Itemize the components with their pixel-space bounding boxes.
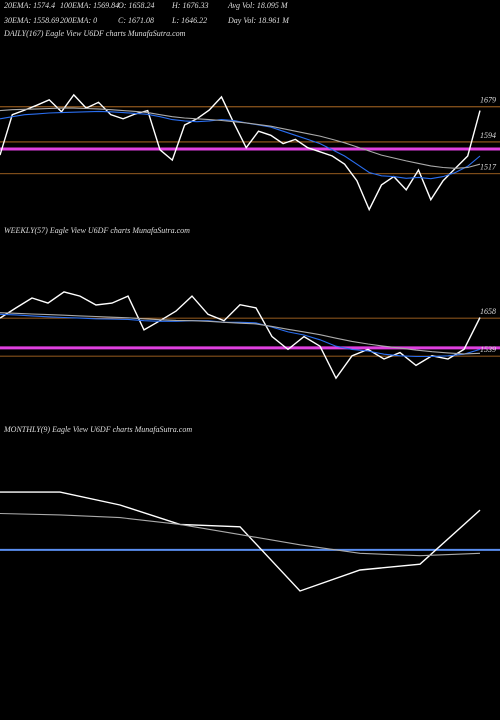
- stat-label: 20EMA: 1574.4: [4, 1, 55, 10]
- level-label: 1517: [480, 163, 497, 172]
- price-line: [0, 110, 481, 180]
- stat-label: 100EMA: 1569.84: [60, 1, 119, 10]
- price-line: [0, 512, 481, 557]
- level-label: 1658: [480, 307, 496, 316]
- price-line: [0, 93, 481, 212]
- price-line: [0, 491, 481, 592]
- level-label: 1539: [480, 345, 496, 354]
- stat-label: 200EMA: 0: [60, 16, 97, 25]
- stat-label: L: 1646.22: [171, 16, 207, 25]
- level-label: 1679: [480, 96, 496, 105]
- stat-label: 30EMA: 1558.69: [3, 16, 59, 25]
- panel-title: MONTHLY(9) Eagle View U6DF charts Munafa…: [3, 425, 192, 434]
- stat-label: Day Vol: 18.961 M: [227, 16, 290, 25]
- panel-title: WEEKLY(57) Eagle View U6DF charts Munafa…: [4, 226, 190, 235]
- price-line: [0, 313, 481, 358]
- price-line: [0, 291, 481, 380]
- price-line: [0, 312, 481, 355]
- panel-title: DAILY(167) Eagle View U6DF charts Munafa…: [3, 29, 186, 38]
- stat-label: O: 1658.24: [118, 1, 154, 10]
- stat-label: H: 1676.33: [171, 1, 208, 10]
- stat-label: Avg Vol: 18.095 M: [227, 1, 289, 10]
- stat-label: C: 1671.08: [118, 16, 154, 25]
- level-label: 1594: [480, 131, 496, 140]
- price-line: [0, 107, 481, 169]
